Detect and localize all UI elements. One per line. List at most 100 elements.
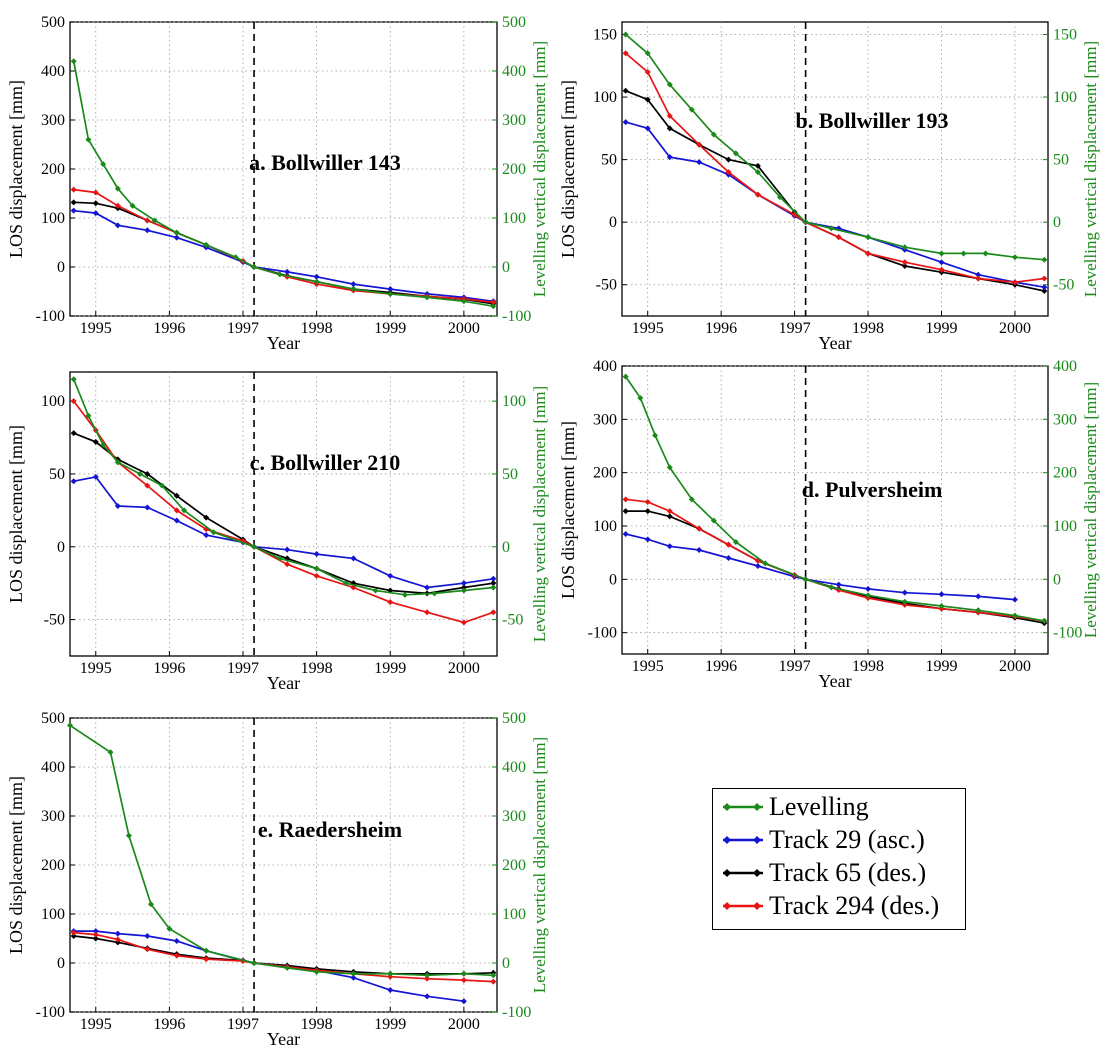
y2-tick-label: 500 bbox=[502, 710, 526, 727]
data-point bbox=[710, 517, 717, 524]
data-point bbox=[622, 496, 629, 503]
data-point bbox=[424, 975, 431, 982]
y2-tick-label: 400 bbox=[1053, 358, 1077, 375]
data-point bbox=[387, 599, 394, 606]
data-point bbox=[490, 584, 497, 591]
data-point bbox=[92, 200, 99, 207]
data-point bbox=[754, 191, 761, 198]
data-point bbox=[424, 294, 431, 301]
data-point bbox=[70, 933, 77, 940]
data-point bbox=[114, 502, 121, 509]
y-tick-label: 300 bbox=[41, 112, 65, 129]
x-tick-label: 1997 bbox=[779, 320, 811, 337]
data-point bbox=[901, 262, 908, 269]
chart-panel-2: 1995 1996 1997 1998 1999 2000 -50 0 50 100 150 -50 0… bbox=[558, 21, 1100, 353]
y-tick-label: 400 bbox=[593, 358, 617, 375]
data-point bbox=[387, 572, 394, 579]
y2-axis-label: Levelling vertical displacement [mm] bbox=[1081, 382, 1100, 638]
data-point bbox=[644, 508, 651, 515]
data-point bbox=[173, 492, 180, 499]
data-point bbox=[666, 81, 673, 88]
data-point bbox=[387, 286, 394, 293]
y-axis-label: LOS displacement [mm] bbox=[558, 421, 578, 599]
y2-axis-label: Levelling vertical displacement [mm] bbox=[530, 737, 549, 993]
data-point bbox=[173, 234, 180, 241]
data-point bbox=[666, 154, 673, 161]
y-tick-label: 200 bbox=[41, 161, 65, 178]
legend-swatch-track-65 bbox=[723, 869, 763, 877]
data-point bbox=[313, 551, 320, 558]
data-point bbox=[144, 482, 151, 489]
data-point bbox=[203, 532, 210, 539]
legend-swatch-track-294 bbox=[723, 902, 763, 910]
y-tick-label: 100 bbox=[41, 906, 65, 923]
legend-entry-levelling: Levelling bbox=[713, 793, 965, 821]
data-point bbox=[696, 547, 703, 553]
data-point bbox=[114, 185, 121, 192]
x-tick-label: 1999 bbox=[374, 1016, 406, 1033]
data-point bbox=[343, 580, 350, 587]
data-point bbox=[372, 587, 379, 594]
series-levelling bbox=[622, 373, 1048, 624]
x-tick-label: 1996 bbox=[153, 1016, 185, 1033]
data-point bbox=[114, 222, 121, 229]
y2-tick-label: 100 bbox=[1053, 518, 1077, 535]
data-point bbox=[460, 298, 467, 305]
data-point bbox=[754, 162, 761, 169]
data-point bbox=[460, 998, 467, 1005]
plot-frame bbox=[69, 371, 498, 657]
data-point bbox=[136, 470, 143, 477]
data-point bbox=[70, 478, 77, 485]
x-tick-label: 1998 bbox=[301, 660, 333, 677]
series-line bbox=[69, 724, 494, 977]
data-point bbox=[313, 273, 320, 280]
data-point bbox=[696, 159, 703, 166]
data-point bbox=[975, 607, 982, 614]
data-point bbox=[490, 580, 497, 587]
data-point bbox=[754, 169, 761, 176]
y-tick-label: 400 bbox=[41, 759, 65, 776]
data-point bbox=[460, 977, 467, 984]
data-point bbox=[644, 125, 651, 132]
data-point bbox=[1041, 287, 1048, 294]
y2-tick-label: 0 bbox=[502, 259, 510, 276]
y-tick-label: 200 bbox=[41, 857, 65, 874]
data-point bbox=[696, 525, 703, 532]
series-levelling bbox=[622, 31, 1048, 263]
data-point bbox=[622, 87, 629, 94]
data-point bbox=[490, 303, 497, 310]
data-point bbox=[431, 590, 438, 597]
y2-tick-label: -100 bbox=[502, 308, 531, 325]
y-tick-label: 50 bbox=[601, 152, 617, 169]
data-point bbox=[652, 432, 659, 439]
y2-tick-label: -50 bbox=[1053, 277, 1074, 294]
data-point bbox=[129, 202, 136, 209]
data-point bbox=[490, 978, 497, 985]
data-point bbox=[313, 968, 320, 975]
legend: Levelling Track 29 (asc.) Track 65 (des.… bbox=[712, 788, 966, 930]
y-tick-label: 0 bbox=[609, 214, 617, 231]
panel-title: d. Pulversheim bbox=[802, 477, 943, 502]
data-point bbox=[424, 584, 431, 591]
data-point bbox=[725, 555, 732, 561]
y2-tick-label: 0 bbox=[1053, 214, 1061, 231]
x-tick-label: 1995 bbox=[632, 320, 664, 337]
data-point bbox=[725, 156, 732, 163]
data-point bbox=[688, 496, 695, 503]
data-point bbox=[70, 398, 77, 405]
series-line bbox=[625, 376, 1045, 622]
chart-panel-3: 1995 1996 1997 1998 1999 2000 -50 0 50 100 -50 0 50 1… bbox=[6, 371, 549, 693]
data-point bbox=[67, 722, 73, 729]
data-point bbox=[1011, 254, 1018, 261]
data-point bbox=[644, 50, 651, 57]
data-point bbox=[92, 189, 99, 196]
data-point bbox=[1041, 284, 1048, 291]
data-point bbox=[203, 241, 210, 248]
legend-swatch-levelling bbox=[723, 803, 763, 811]
y-tick-label: -100 bbox=[36, 1004, 65, 1021]
y2-tick-label: 100 bbox=[502, 393, 526, 410]
x-tick-label: 1996 bbox=[153, 320, 185, 337]
data-point bbox=[622, 531, 629, 537]
data-point bbox=[401, 591, 408, 598]
y-tick-label: 100 bbox=[41, 210, 65, 227]
